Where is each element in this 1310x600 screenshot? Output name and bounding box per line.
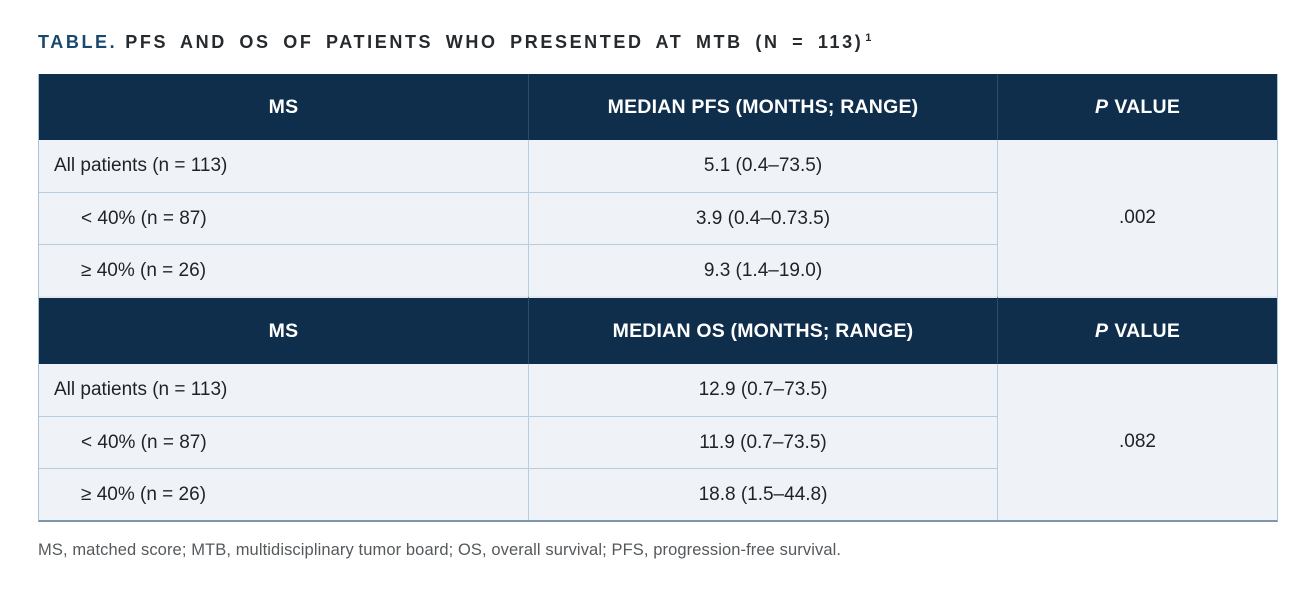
table-row-label: < 40% (n = 87)	[39, 416, 528, 468]
os-header-ms: MS	[39, 296, 528, 364]
table-title-dot: .	[109, 32, 118, 52]
table-row-label: All patients (n = 113)	[39, 140, 528, 192]
table-row-label: ≥ 40% (n = 26)	[39, 244, 528, 296]
p-value-label: VALUE	[1114, 95, 1181, 118]
table-row-label: ≥ 40% (n = 26)	[39, 468, 528, 520]
p-italic: P	[1094, 95, 1109, 118]
table-row-value: 11.9 (0.7–73.5)	[528, 416, 997, 468]
table-title-label: TABLE	[38, 32, 110, 52]
data-table: MS MEDIAN PFS (MONTHS; RANGE) P VALUE All…	[38, 74, 1278, 522]
table-title: TABLE. PFS AND OS OF PATIENTS WHO PRESENT…	[38, 32, 1278, 53]
pfs-header-ms: MS	[39, 74, 528, 140]
p-italic: P	[1094, 319, 1109, 342]
table-figure: TABLE. PFS AND OS OF PATIENTS WHO PRESENT…	[38, 32, 1278, 560]
p-value-label: VALUE	[1114, 319, 1181, 342]
table-row-value: 18.8 (1.5–44.8)	[528, 468, 997, 520]
pfs-p-value: .002	[997, 140, 1277, 296]
table-title-text: PFS AND OS OF PATIENTS WHO PRESENTED AT …	[125, 32, 864, 52]
os-p-value: .082	[997, 364, 1277, 520]
pfs-header-pvalue: P VALUE	[997, 74, 1277, 140]
os-header-median: MEDIAN OS (MONTHS; RANGE)	[528, 296, 997, 364]
table-row-label: < 40% (n = 87)	[39, 192, 528, 244]
abbreviations-footnote: MS, matched score; MTB, multidisciplinar…	[38, 541, 842, 559]
os-section: MS MEDIAN OS (MONTHS; RANGE) P VALUE All …	[39, 296, 1277, 520]
table-row-value: 5.1 (0.4–73.5)	[528, 140, 997, 192]
citation-superscript: 1	[865, 32, 872, 44]
table-row-value: 12.9 (0.7–73.5)	[528, 364, 997, 416]
pfs-header-median: MEDIAN PFS (MONTHS; RANGE)	[528, 74, 997, 140]
os-header-pvalue: P VALUE	[997, 296, 1277, 364]
table-row-label: All patients (n = 113)	[39, 364, 528, 416]
pfs-section: MS MEDIAN PFS (MONTHS; RANGE) P VALUE All…	[39, 74, 1277, 296]
table-row-value: 3.9 (0.4–0.73.5)	[528, 192, 997, 244]
table-row-value: 9.3 (1.4–19.0)	[528, 244, 997, 296]
